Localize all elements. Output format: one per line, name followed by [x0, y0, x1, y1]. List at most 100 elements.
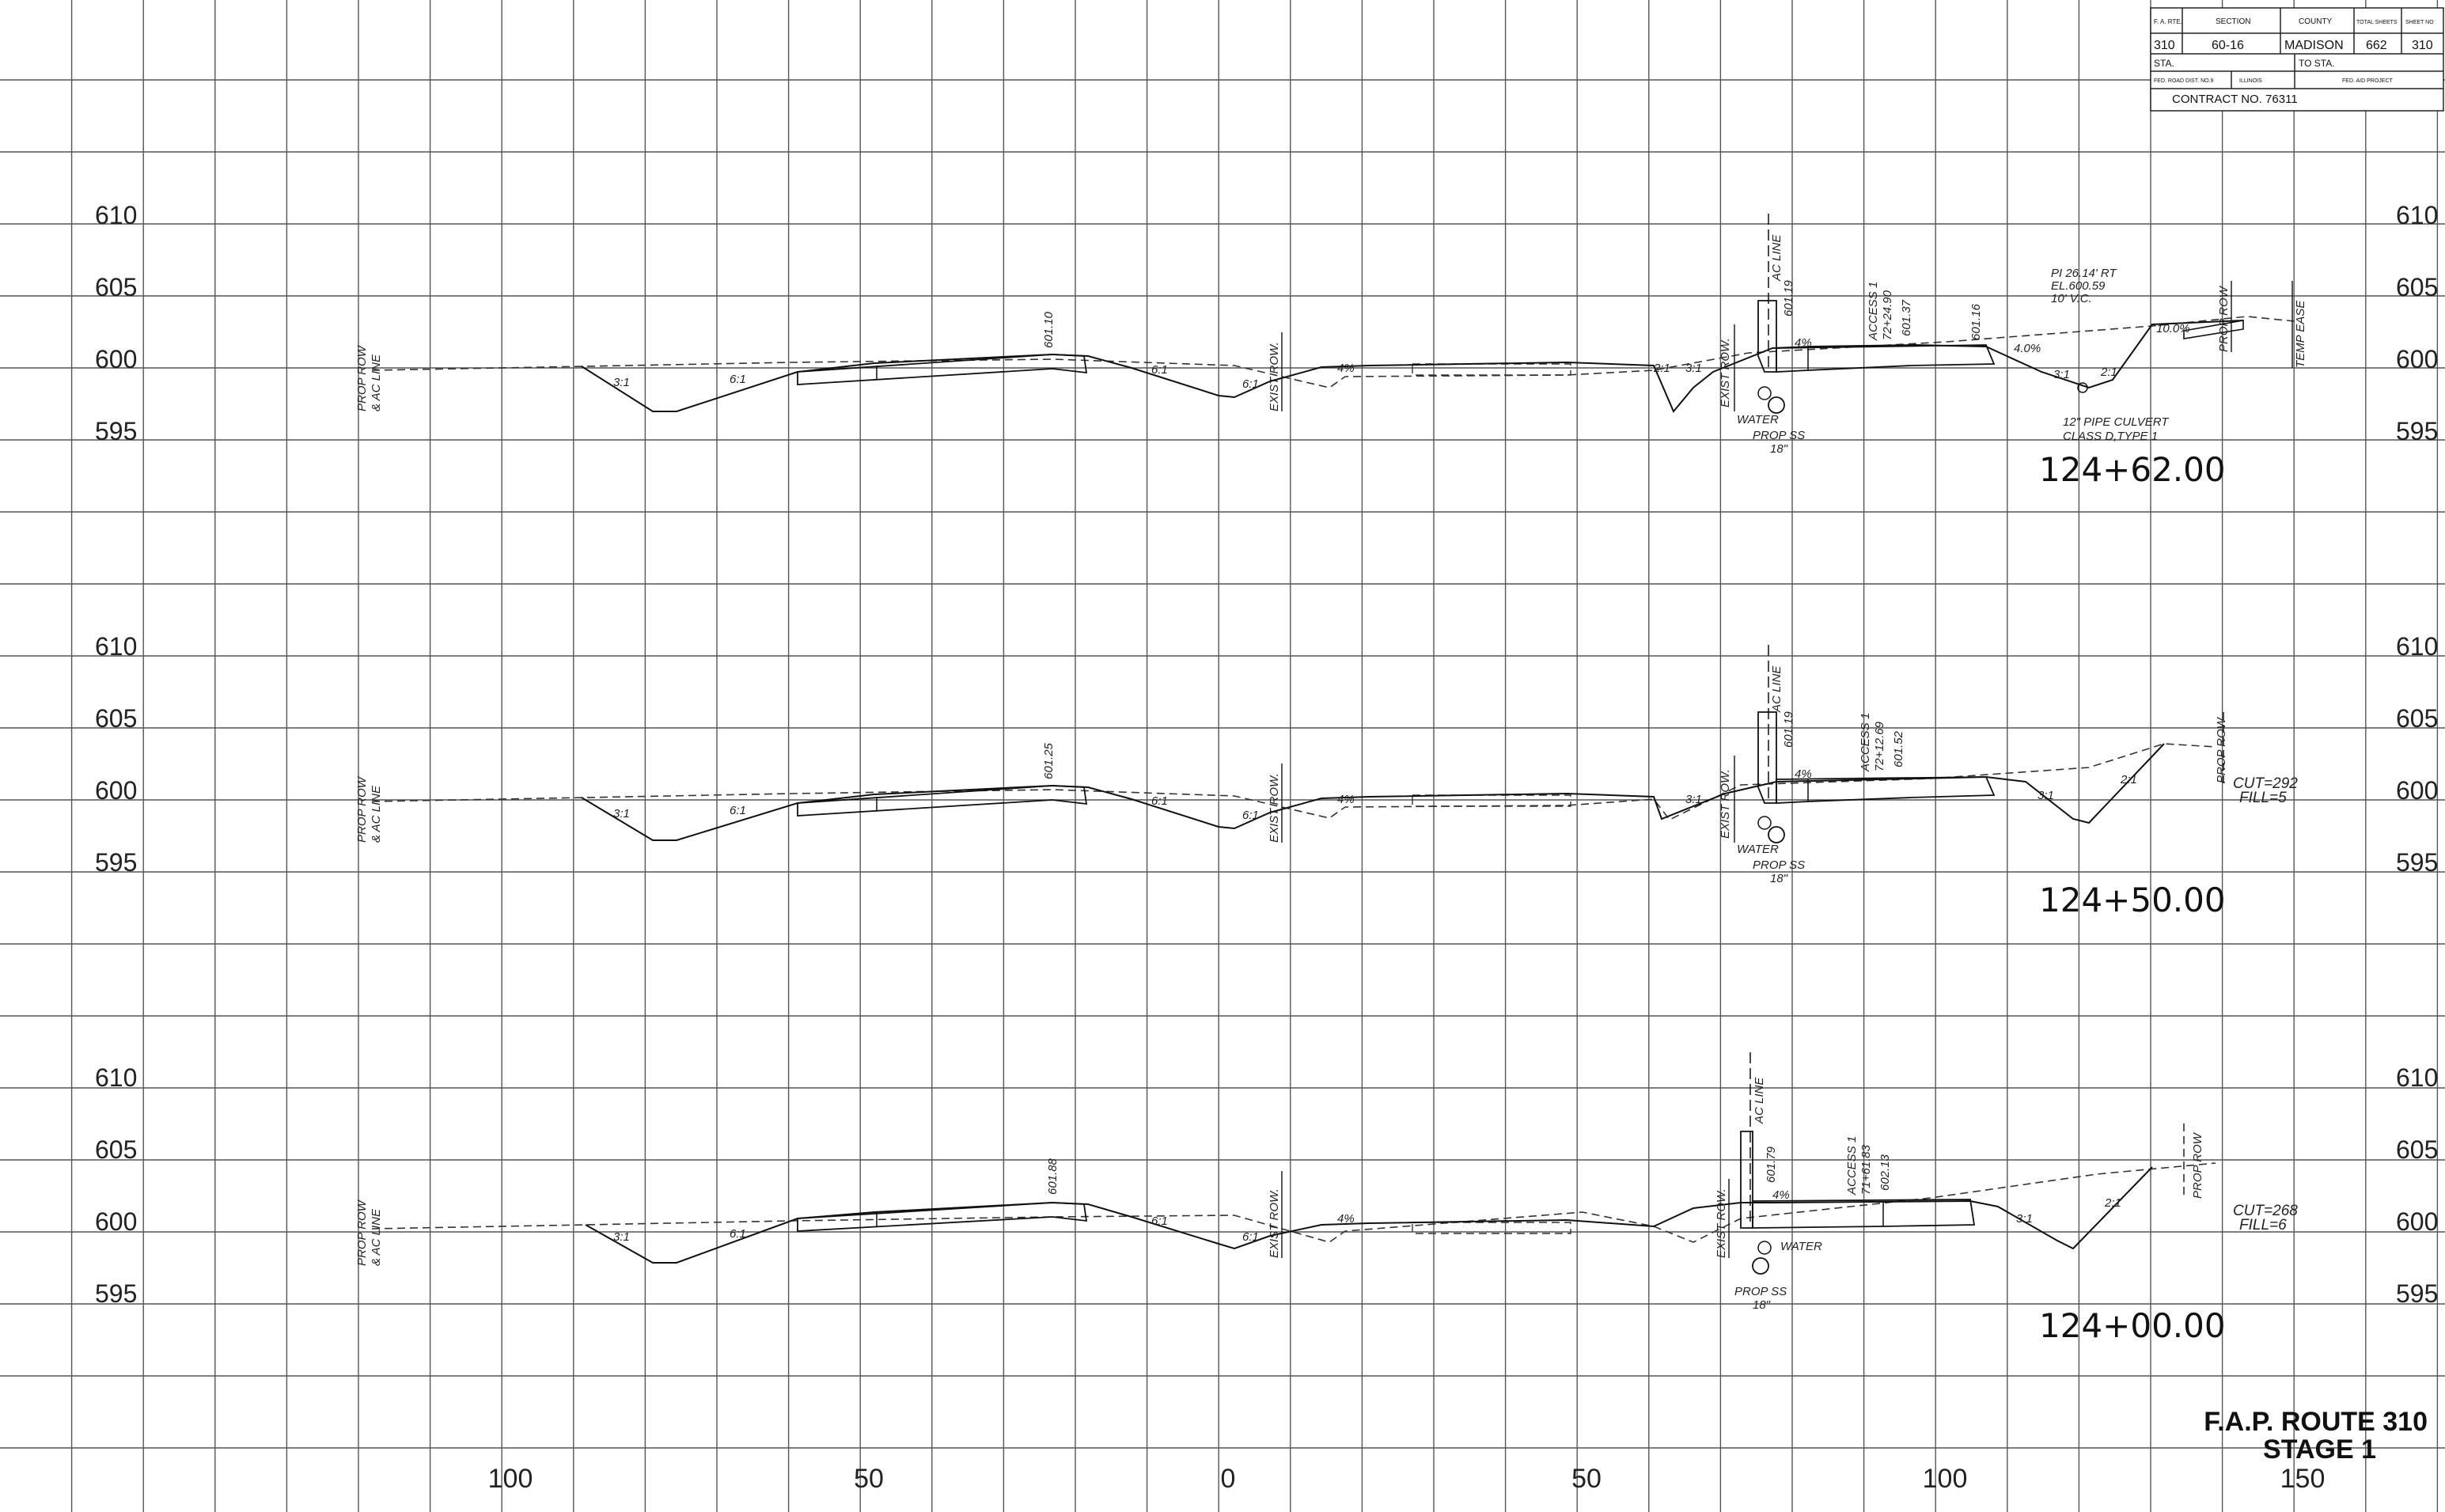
proposed-ground-line [585, 1166, 2153, 1264]
proposed-ground-line [581, 743, 2165, 841]
section-124-50: 610 605 600 595 610 605 600 595 PROP ROW… [95, 632, 2438, 919]
label-slope-6-1: 6:1 [730, 1227, 746, 1241]
curb-gutter [1757, 300, 1777, 373]
existing-ground-line [371, 743, 2216, 821]
elev-610: 610 [2396, 632, 2438, 661]
proposed-pavement [797, 354, 1088, 385]
elev-600: 600 [95, 1207, 137, 1236]
elev-600: 600 [95, 776, 137, 805]
storm-sewer-pipe [1768, 826, 1785, 843]
label-slope-2-1: 2:1 [1653, 362, 1670, 375]
label-el-note: EL.600.59 [2051, 279, 2106, 293]
tb-section-label: SECTION [2216, 17, 2250, 26]
tb-sta-label: STA. [2154, 58, 2174, 69]
section-124-62: 610 605 600 595 610 605 600 595 PR [95, 201, 2438, 489]
elev-595: 595 [95, 848, 137, 877]
label-access: ACCESS 1 [1859, 713, 1872, 772]
label-ac-line: AC LINE [1753, 1077, 1766, 1124]
offset-label: 100 [1923, 1464, 1968, 1494]
label-slope-3-1: 3:1 [613, 807, 630, 820]
label-prop-row-right: PROP ROW [2217, 285, 2231, 352]
tb-county-label: COUNTY [2299, 17, 2333, 26]
label-exist-row-left: EXIST ROW. [1268, 1188, 1281, 1258]
elev-605: 605 [95, 1135, 137, 1164]
label-prop-ss: PROP SS [1753, 858, 1805, 872]
elev-605: 605 [95, 273, 137, 301]
station-label: 124+00.00 [2039, 1306, 2226, 1345]
label-prop-ss: PROP SS [1734, 1285, 1787, 1298]
elev-600: 600 [2396, 776, 2438, 805]
label-slope-6-1-b: 6:1 [1151, 794, 1168, 808]
label-access: ACCESS 1 [1845, 1136, 1859, 1196]
tb-total-sheets-label: TOTAL SHEETS [2356, 20, 2398, 25]
label-water: WATER [1737, 413, 1779, 426]
label-access: ACCESS 1 [1867, 282, 1880, 341]
station-label: 124+50.00 [2039, 881, 2226, 919]
existing-pavement [1412, 1222, 1571, 1234]
route-label: F.A.P. ROUTE 310 STAGE 1 [2204, 1407, 2428, 1465]
label-slope-3-1-b: 3:1 [1685, 362, 1702, 375]
label-cut: CUT=292 [2233, 775, 2298, 792]
culvert-pipe [2077, 382, 2088, 393]
elev-595: 595 [2396, 848, 2438, 877]
elev-labels-left: 610 605 600 595 [95, 201, 137, 445]
label-slope-6-1-c: 6:1 [1242, 1230, 1259, 1244]
label-slope-3-1-c: 3:1 [2038, 789, 2054, 802]
elev-600: 600 [95, 345, 137, 373]
elev-605: 605 [2396, 704, 2438, 733]
tb-fai-rte: 310 [2154, 39, 2175, 52]
offset-label: 50 [854, 1464, 884, 1494]
label-slope-2-1-b: 2:1 [2100, 366, 2117, 379]
elev-605: 605 [2396, 273, 2438, 301]
label-access-elev: 602.13 [1878, 1154, 1892, 1191]
access-pavement [1752, 1199, 1976, 1229]
label-water: WATER [1780, 1240, 1822, 1253]
label-pct-4-b: 4% [1795, 767, 1812, 781]
label-slope-2-1: 2:1 [2120, 773, 2137, 786]
offset-label: 50 [1571, 1464, 1602, 1494]
label-cut: CUT=268 [2233, 1203, 2298, 1219]
label-slope-6-1-c: 6:1 [1242, 809, 1259, 822]
tb-total-sheets: 662 [2366, 39, 2387, 52]
title-block [2150, 7, 2444, 112]
route-line-2: STAGE 1 [2263, 1434, 2376, 1465]
label-culvert-1: 12" PIPE CULVERT [2063, 415, 2170, 429]
label-exist-row-left: EXIST ROW. [1268, 773, 1281, 843]
proposed-pavement [797, 785, 1088, 817]
driveway-ramp [2183, 320, 2244, 339]
elev-605: 605 [2396, 1135, 2438, 1164]
elev-610: 610 [2396, 1063, 2438, 1092]
label-slope-3-1: 3:1 [613, 1230, 630, 1244]
proposed-ground-line [581, 320, 2244, 413]
label-pi-note: PI 26.14' RT [2051, 267, 2117, 280]
label-prop-ss: PROP SS [1753, 429, 1805, 442]
elev-labels-left: 610 605 600 595 [95, 632, 137, 877]
label-exist-row-left: EXIST ROW. [1268, 342, 1281, 411]
proposed-pavement [797, 1202, 1088, 1232]
elev-610: 610 [2396, 201, 2438, 229]
elev-595: 595 [2396, 417, 2438, 445]
label-pct-4: 4% [1337, 793, 1355, 806]
label-pct-40: 4.0% [2014, 342, 2041, 355]
label-elev-curb: 601.19 [1782, 279, 1795, 316]
tb-contract: CONTRACT NO. 76311 [2172, 93, 2298, 106]
label-slope-3-1-c: 3:1 [2016, 1212, 2033, 1226]
label-exist-row-right: EXIST ROW. [1719, 338, 1732, 407]
elev-610: 610 [95, 632, 137, 661]
label-ac-line: AC LINE [1770, 665, 1784, 713]
offset-label: 0 [1221, 1464, 1236, 1494]
tb-section: 60-16 [2212, 39, 2244, 52]
water-main [1757, 386, 1772, 400]
label-slope-6-1-b: 6:1 [1151, 1215, 1168, 1228]
label-slope-3-1: 3:1 [613, 376, 630, 389]
label-elev-left: 601.25 [1042, 742, 1056, 779]
route-line-1: F.A.P. ROUTE 310 [2204, 1407, 2428, 1437]
elev-labels-right: 610 605 600 595 [2396, 1063, 2438, 1308]
tb-state-label: ILLINOIS [2239, 78, 2262, 84]
label-slope-6-1-b: 6:1 [1151, 363, 1168, 377]
label-access-sta: 72+12.69 [1873, 721, 1886, 771]
label-ac-line-left: & AC LINE [370, 354, 383, 411]
offset-axis: 100 50 0 50 100 150 [488, 1464, 2326, 1494]
